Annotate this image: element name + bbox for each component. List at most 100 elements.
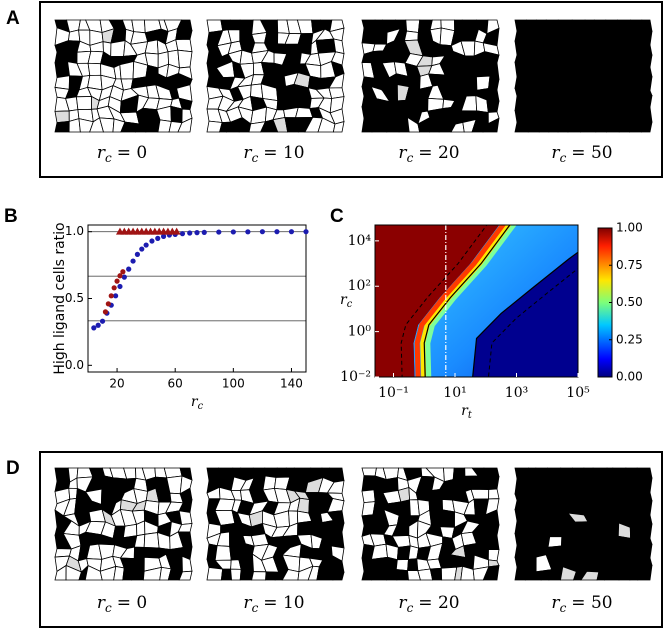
cell	[617, 542, 631, 559]
cell	[405, 19, 421, 33]
dot-marker	[303, 229, 309, 235]
relation: = 50	[571, 143, 612, 163]
cell	[297, 33, 314, 45]
cell	[109, 477, 128, 494]
dot-marker	[179, 231, 186, 237]
contour	[423, 225, 511, 377]
cell	[487, 549, 500, 562]
cell	[526, 107, 540, 124]
cell	[54, 110, 70, 124]
cell	[54, 120, 70, 133]
cell	[428, 499, 444, 511]
cell	[170, 105, 183, 124]
subscript: c	[198, 401, 204, 412]
cell	[476, 75, 491, 91]
panel-label: C	[330, 206, 344, 227]
cell	[571, 19, 587, 32]
cell	[68, 29, 81, 42]
subscript: c	[347, 299, 353, 310]
panel-a-frame	[39, 1, 663, 178]
dot-marker	[216, 229, 222, 235]
cell	[441, 566, 458, 581]
cell	[220, 568, 233, 581]
heat-band	[424, 225, 517, 377]
x-tick-label: 10⁵	[566, 385, 590, 401]
symbol: r	[191, 394, 199, 410]
cell	[178, 570, 193, 581]
dot-marker	[245, 229, 251, 235]
symbol: r	[551, 143, 560, 163]
cell	[361, 489, 376, 504]
colorbar-tick-label: 0.00	[616, 370, 643, 384]
cell	[395, 569, 409, 581]
cell	[133, 546, 145, 560]
cell	[214, 545, 232, 561]
symbol: r	[398, 143, 407, 163]
cell	[308, 499, 323, 515]
cell	[547, 536, 563, 548]
dot-marker	[160, 233, 167, 239]
cell	[251, 571, 267, 581]
symbol: r	[243, 143, 252, 163]
colorbar-tick-label: 0.50	[616, 295, 643, 309]
caption: rc = 10	[243, 593, 304, 615]
heat-region	[413, 225, 578, 377]
cell	[75, 96, 92, 111]
plot-frame	[374, 224, 579, 378]
symbol: r	[551, 593, 560, 613]
cell	[637, 477, 653, 493]
cell	[239, 568, 255, 581]
cell	[395, 559, 409, 572]
cell	[68, 118, 81, 133]
dot-marker	[99, 318, 106, 324]
caption: rc = 50	[551, 143, 612, 165]
cell	[297, 520, 313, 536]
y-tick-label: 0.0	[65, 358, 84, 372]
cell	[606, 123, 620, 133]
subscript: c	[560, 601, 567, 615]
cell	[54, 61, 70, 79]
symbol: r	[340, 292, 348, 308]
dot-marker	[105, 301, 111, 307]
cell	[131, 19, 146, 34]
cell	[227, 19, 241, 31]
cell	[580, 546, 597, 559]
panel-d-frame	[39, 451, 663, 628]
cell	[470, 488, 490, 500]
relation: = 0	[117, 143, 147, 163]
panel-label: B	[4, 206, 18, 227]
triangle-marker	[172, 227, 181, 235]
dot-marker	[114, 278, 120, 284]
cell	[273, 74, 287, 89]
y-axis-label: High ligand cells ratio	[52, 222, 68, 374]
cell	[640, 119, 653, 133]
caption: rc = 0	[97, 143, 147, 165]
symbol: r	[398, 593, 407, 613]
cell	[262, 475, 277, 491]
subscript: c	[560, 151, 567, 165]
cell	[604, 110, 620, 125]
symbol: r	[461, 403, 469, 419]
dot-marker	[113, 293, 119, 299]
symbol: r	[97, 593, 106, 613]
math-label: rt	[461, 403, 472, 421]
cell	[177, 49, 193, 69]
dot-marker	[117, 273, 123, 279]
x-tick-label: 10⁻¹	[378, 385, 409, 401]
heat-band	[420, 225, 512, 377]
dot-marker	[121, 274, 127, 280]
x-tick-label: 60	[168, 377, 183, 391]
cell	[545, 545, 562, 556]
contour	[472, 251, 578, 377]
math-label: rc	[191, 394, 204, 412]
relation: = 50	[571, 593, 612, 613]
heat-band	[414, 225, 506, 377]
cell	[206, 567, 224, 581]
dot-marker	[126, 266, 132, 272]
dot-marker	[130, 258, 136, 264]
subscript: c	[105, 151, 112, 165]
cell	[403, 30, 419, 42]
subscript: t	[468, 410, 472, 421]
cell	[439, 509, 455, 528]
dot-marker	[149, 238, 155, 244]
